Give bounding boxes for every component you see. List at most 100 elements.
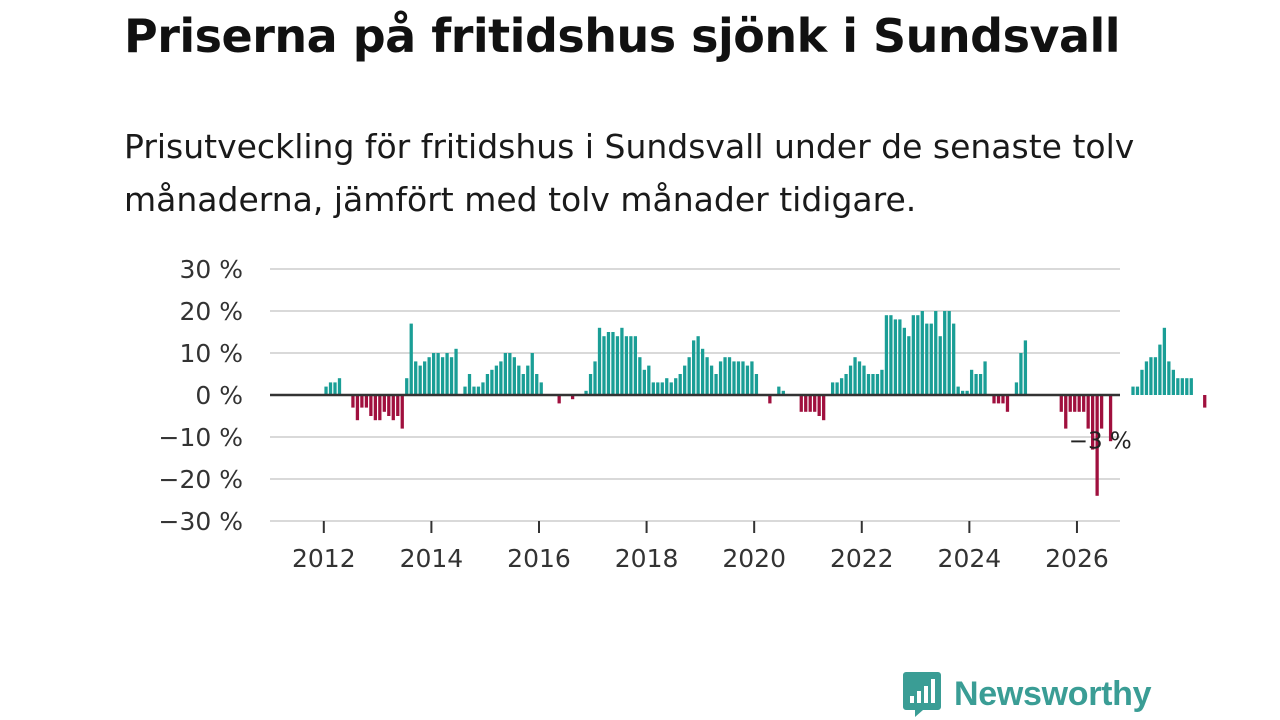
bar — [1023, 340, 1028, 395]
bar — [822, 395, 826, 421]
bar — [503, 353, 507, 395]
bar — [768, 395, 772, 404]
bar — [830, 382, 835, 395]
bar — [817, 395, 821, 416]
bar — [934, 311, 938, 395]
bar — [1108, 395, 1113, 442]
bar — [449, 357, 454, 395]
bar — [781, 390, 785, 395]
bar — [857, 361, 862, 395]
bar — [1014, 382, 1019, 395]
bar — [423, 361, 427, 395]
bar — [723, 357, 727, 395]
x-tick-label: 2026 — [1045, 544, 1109, 573]
bar — [884, 315, 889, 395]
bar — [1144, 361, 1149, 395]
bar — [996, 395, 1001, 404]
bar — [1064, 395, 1068, 429]
bar — [705, 357, 709, 395]
chart-title: Priserna på fritidshus sjönk i Sundsvall — [124, 9, 1121, 63]
bar — [517, 365, 521, 395]
bar — [745, 365, 750, 395]
bar — [938, 336, 942, 395]
bar — [391, 395, 395, 421]
bar — [754, 374, 759, 395]
data-label: −3 % — [1069, 429, 1132, 455]
bar — [512, 357, 516, 395]
bar — [736, 361, 741, 395]
bar — [911, 315, 915, 395]
bar — [1140, 369, 1144, 395]
bar — [1189, 378, 1193, 395]
bar — [727, 357, 732, 395]
y-tick-label: −30 % — [159, 507, 243, 536]
bar — [328, 382, 333, 395]
bar — [1059, 395, 1063, 412]
bar — [660, 382, 664, 395]
bar — [656, 382, 660, 395]
bar — [324, 386, 328, 395]
bar — [382, 395, 386, 412]
brand-name: Newsworthy — [954, 674, 1152, 713]
bar — [1077, 395, 1081, 412]
bar — [718, 361, 723, 395]
bar — [651, 382, 655, 395]
bar — [925, 323, 929, 395]
bar — [414, 361, 418, 395]
bar — [956, 386, 960, 395]
bar — [467, 374, 472, 395]
bar — [1068, 395, 1072, 412]
bar — [1095, 395, 1099, 496]
bar — [485, 374, 490, 395]
bar — [606, 332, 611, 395]
newsworthy-logo-icon — [903, 672, 941, 717]
bar — [633, 336, 638, 395]
bar — [978, 374, 983, 395]
bar — [1185, 378, 1189, 395]
bar — [848, 365, 853, 395]
bar — [638, 357, 642, 395]
y-tick-label: −20 % — [159, 465, 243, 494]
bar — [481, 382, 485, 395]
bar — [1005, 395, 1010, 412]
bar — [1086, 395, 1090, 429]
bar — [454, 348, 458, 395]
bar — [526, 365, 530, 395]
y-tick-label: 30 % — [179, 255, 243, 284]
bar — [777, 386, 781, 395]
bar — [683, 365, 687, 395]
bar — [961, 390, 965, 395]
y-tick-label: −10 % — [159, 423, 243, 452]
bar — [557, 395, 561, 404]
bar — [405, 378, 409, 395]
bar — [396, 395, 400, 416]
bar — [732, 361, 736, 395]
bar — [700, 348, 705, 395]
bar — [494, 365, 499, 395]
bar — [378, 395, 382, 421]
bar — [476, 386, 481, 395]
bar — [1158, 344, 1162, 395]
bar — [875, 374, 880, 395]
bar — [992, 395, 996, 404]
x-tick-label: 2022 — [830, 544, 894, 573]
x-tick-label: 2016 — [507, 544, 571, 573]
bar — [709, 365, 714, 395]
bar — [593, 361, 597, 395]
y-tick-label: 20 % — [179, 297, 243, 326]
bar — [952, 323, 956, 395]
bar — [813, 395, 817, 412]
brand-logo: Newsworthy — [902, 670, 1152, 718]
bar — [373, 395, 377, 421]
bar — [799, 395, 803, 412]
bar — [521, 374, 525, 395]
bar — [907, 336, 911, 395]
x-tick-label: 2018 — [615, 544, 679, 573]
bar — [669, 382, 673, 395]
bar — [947, 311, 951, 395]
bar — [624, 336, 629, 395]
bar — [1203, 395, 1207, 408]
bar — [916, 315, 920, 395]
bar — [445, 353, 449, 395]
bar — [965, 390, 969, 395]
